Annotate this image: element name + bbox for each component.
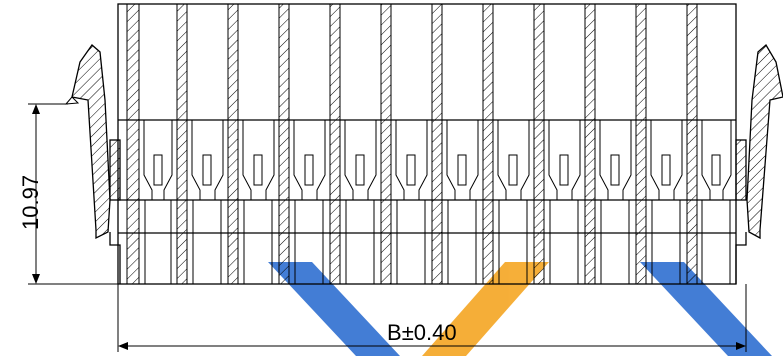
width-dim-pm: ± xyxy=(402,320,414,345)
housing-left-wall xyxy=(109,139,121,201)
watermark-orange-stroke xyxy=(422,262,549,356)
width-dimension-label: B±0.40 xyxy=(387,320,457,345)
contact-row xyxy=(126,3,737,285)
height-dimension xyxy=(28,103,118,285)
housing-right-wall xyxy=(735,139,747,201)
width-dim-prefix: B xyxy=(387,320,402,345)
height-dimension-label: 10.97 xyxy=(18,175,43,230)
width-dim-value: 0.40 xyxy=(414,320,457,345)
contact-cavity xyxy=(431,3,484,285)
contact-cavity xyxy=(635,3,688,285)
contact-cavity xyxy=(533,3,586,285)
contact-cavity xyxy=(686,3,737,285)
width-dimension xyxy=(117,284,747,352)
left-latch xyxy=(64,44,111,240)
contact-cavity xyxy=(482,3,535,285)
watermark xyxy=(268,262,772,356)
contact-cavity xyxy=(278,3,331,285)
contact-cavity xyxy=(227,3,280,285)
contact-cavity xyxy=(126,3,178,285)
watermark-blue-stroke-2 xyxy=(640,262,772,356)
contact-cavity xyxy=(584,3,637,285)
contact-cavity xyxy=(380,3,433,285)
right-latch xyxy=(746,43,783,240)
contact-cavity xyxy=(329,3,382,285)
watermark-blue-stroke xyxy=(268,262,400,356)
contact-cavity xyxy=(176,3,229,285)
